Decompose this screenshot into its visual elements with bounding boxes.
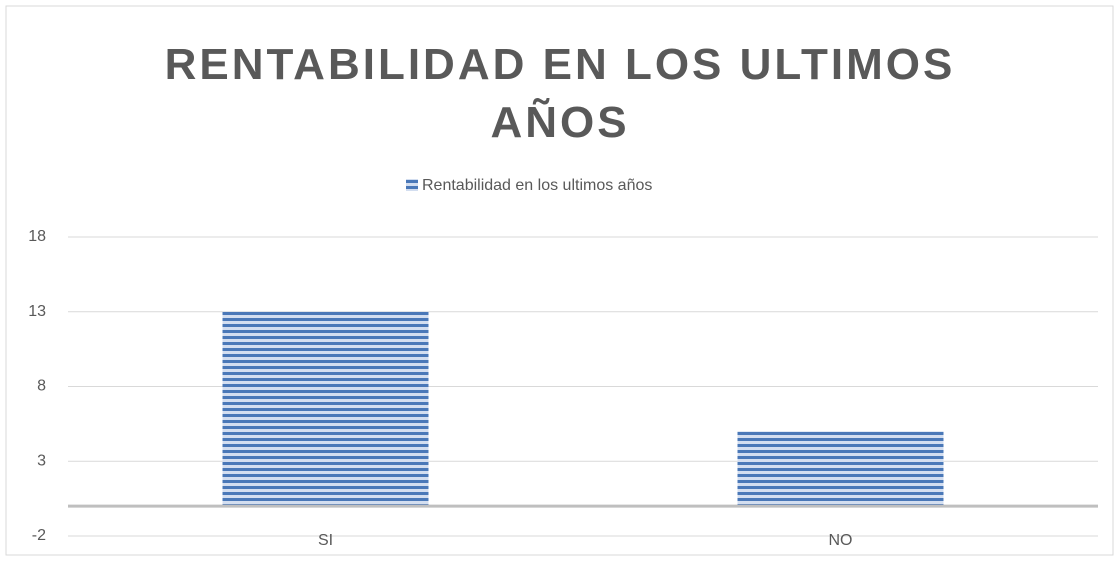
y-tick-label: 3 [37, 452, 46, 469]
y-tick-label: -2 [32, 527, 46, 544]
y-tick-label: 13 [28, 303, 46, 320]
y-tick-label: 18 [28, 228, 46, 245]
y-tick-label: 8 [37, 378, 46, 395]
x-tick-label: SI [318, 532, 333, 549]
legend-swatch [406, 179, 418, 191]
bar [222, 311, 429, 507]
x-tick-label: NO [829, 532, 853, 549]
chart-title: RENTABILIDAD EN LOS ULTIMOS AÑOS [164, 40, 956, 147]
legend-label: Rentabilidad en los ultimos años [422, 177, 652, 194]
bar [737, 431, 944, 507]
